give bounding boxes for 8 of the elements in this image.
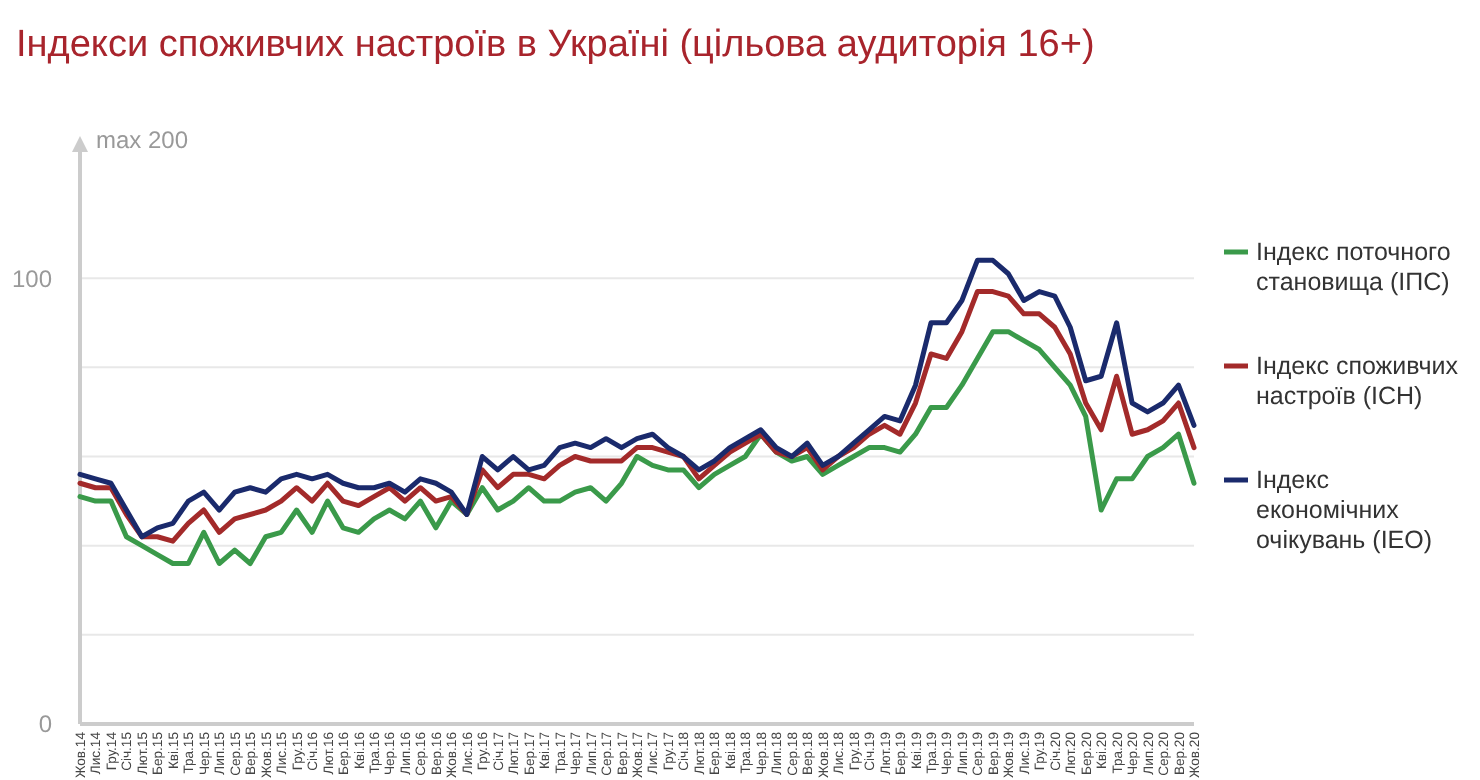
line-series: [77, 329, 1197, 567]
legend-label: Індекс споживчих настроїв (ІСН): [1256, 352, 1460, 410]
legend-label: Індекс економічних очікувань (ІЕО): [1256, 466, 1433, 554]
chart-title: Індекси споживчих настроїв в Україні (цільова аудиторія 16+): [16, 24, 1095, 66]
annotation: max 200: [96, 126, 189, 155]
y-tick-label: 100: [11, 264, 53, 293]
legend-label: Індекс поточного становища (ІПС): [1256, 238, 1451, 296]
y-tick-label: 0: [38, 710, 53, 739]
